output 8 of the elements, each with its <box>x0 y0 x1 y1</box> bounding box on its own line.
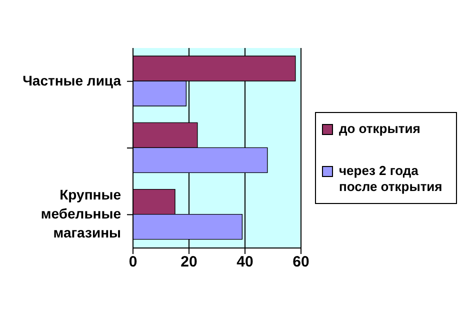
legend-label: через 2 года после открытия <box>339 163 444 195</box>
x-tick-label: 40 <box>236 254 254 271</box>
y-tick-label: Крупные мебельные магазины <box>40 186 122 240</box>
x-tick-label: 60 <box>292 254 310 271</box>
y-tick-label: Частные лица <box>22 72 122 88</box>
legend-label: до открытия <box>339 121 420 137</box>
x-tick-label: 0 <box>128 254 138 271</box>
x-tick-label: 20 <box>180 254 198 271</box>
